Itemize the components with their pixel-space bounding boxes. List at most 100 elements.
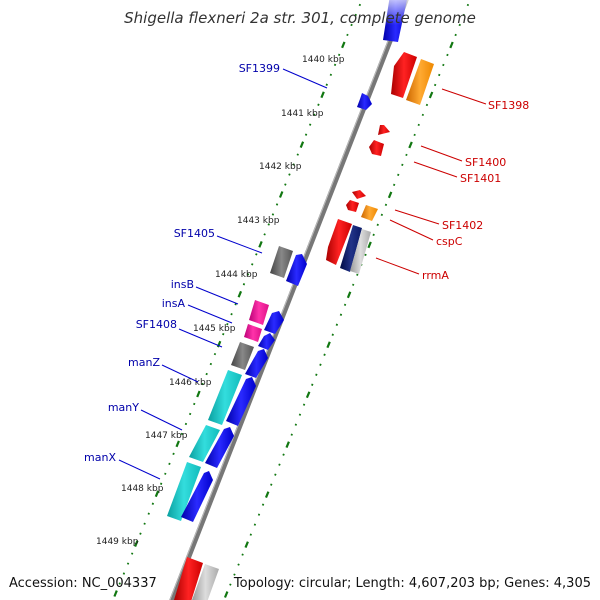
ruler-dot <box>261 503 265 506</box>
ruler-tick <box>320 91 325 99</box>
ruler-dot <box>380 213 384 217</box>
gene-label-manx[interactable]: manX <box>84 451 116 464</box>
gene-rna <box>192 564 219 600</box>
tick-label: 1444 kbp <box>215 270 258 280</box>
ruler-dot <box>401 163 404 167</box>
ruler-tick <box>305 391 311 399</box>
gene-labels-right: SF1398 SF1400 SF1401 SF1402 cspC rrmA <box>422 99 529 282</box>
gene-rrma <box>326 219 352 265</box>
tick-label: 1445 kbp <box>193 324 236 334</box>
ruler-dot <box>308 123 312 126</box>
tick-label: 1447 kbp <box>145 431 188 441</box>
gene-sf1402 <box>352 190 366 199</box>
ruler-dot <box>296 153 299 156</box>
ruler-dot <box>466 3 470 7</box>
ruler-dot <box>242 283 246 286</box>
gene-label-rrma[interactable]: rrmA <box>422 269 449 282</box>
gene-label-insa[interactable]: insA <box>162 297 186 310</box>
ruler-dot <box>315 373 318 376</box>
ruler-dot <box>172 452 175 456</box>
ruler-dot <box>226 322 229 326</box>
gene-sf1402 <box>346 200 359 212</box>
ruler-dot <box>255 253 258 256</box>
ruler-dot <box>329 73 333 76</box>
ruler-dot <box>234 303 237 306</box>
ruler-dot <box>302 403 306 406</box>
tick-labels: 1440 kbp 1441 kbp 1442 kbp 1443 kbp 1444… <box>96 55 345 547</box>
ruler-dot <box>249 533 252 536</box>
ruler-dot <box>356 273 359 276</box>
gene-label-sf1401[interactable]: SF1401 <box>460 172 501 185</box>
ruler-dot <box>209 362 213 366</box>
ruler-dot <box>213 352 217 356</box>
leader-line <box>389 219 434 241</box>
gene-manz <box>208 370 242 425</box>
tick-label: 1441 kbp <box>281 109 324 119</box>
ruler-dot <box>229 583 232 586</box>
ruler-tick <box>237 290 243 298</box>
gene-label-sf1408[interactable]: SF1408 <box>136 318 177 331</box>
forward-strand-genes <box>167 0 411 522</box>
ruler-dot <box>237 563 240 566</box>
ruler-dot <box>397 173 400 177</box>
gene-forward <box>286 254 307 286</box>
gene-label-sf1402[interactable]: SF1402 <box>442 219 483 232</box>
ruler-tick <box>216 340 222 348</box>
ruler-dot <box>405 153 408 157</box>
ruler-dot <box>278 463 281 466</box>
tick-label: 1443 kbp <box>237 216 280 226</box>
strand-guide <box>223 3 470 598</box>
gene-label-sf1405[interactable]: SF1405 <box>174 227 215 240</box>
ruler-dot <box>184 422 188 426</box>
gene-cspc <box>361 205 378 221</box>
gene-label-many[interactable]: manY <box>108 401 139 414</box>
ruler-dot <box>319 363 322 366</box>
ruler-dot <box>331 333 334 336</box>
gene-insa <box>244 324 262 342</box>
gene-manx <box>167 462 201 521</box>
ruler-dot <box>188 412 192 416</box>
gene-label-sf1400[interactable]: SF1400 <box>465 156 506 169</box>
gene-sf1405 <box>270 246 293 278</box>
ruler-tick <box>408 141 413 149</box>
leader-line <box>178 328 223 348</box>
ruler-dot <box>311 383 314 386</box>
ruler-dot <box>421 113 425 117</box>
ruler-dot <box>438 73 441 77</box>
leader-line <box>413 161 458 178</box>
ruler-tick <box>196 390 201 398</box>
ruler-dot <box>168 462 171 466</box>
ruler-dot <box>304 133 308 136</box>
ruler-dot <box>201 382 204 386</box>
ruler-dot <box>267 223 270 226</box>
gene-label-cspc[interactable]: cspC <box>436 235 463 248</box>
leader-line <box>161 364 199 383</box>
gene-label-insb[interactable]: insB <box>171 278 194 291</box>
ruler-dot <box>270 483 273 486</box>
leader-line <box>140 409 183 431</box>
gene-rna <box>350 229 371 274</box>
ruler-dot <box>343 303 347 306</box>
ruler-tick <box>299 141 305 149</box>
ruler-dot <box>159 482 163 485</box>
gene-insb <box>249 300 269 325</box>
ruler-dot <box>241 553 244 556</box>
gene-label-sf1398[interactable]: SF1398 <box>488 99 529 112</box>
leader-line <box>195 286 239 305</box>
ruler-dot <box>271 213 275 216</box>
coordinate-ruler <box>113 3 362 597</box>
ruler-dot <box>118 582 121 585</box>
ruler-dot <box>230 313 233 316</box>
ruler-dot <box>417 123 420 127</box>
tick-label: 1442 kbp <box>259 162 302 172</box>
ruler-dot <box>130 552 134 555</box>
ruler-dot <box>151 502 155 505</box>
ruler-tick <box>278 191 284 198</box>
gene-label-sf1399[interactable]: SF1399 <box>239 62 280 75</box>
gene-sf1401 <box>369 140 384 156</box>
gene-fade <box>380 0 411 25</box>
ruler-tick <box>175 440 180 448</box>
ruler-tick <box>154 490 160 498</box>
ruler-dot <box>205 372 208 376</box>
gene-label-manz[interactable]: manZ <box>128 356 160 369</box>
